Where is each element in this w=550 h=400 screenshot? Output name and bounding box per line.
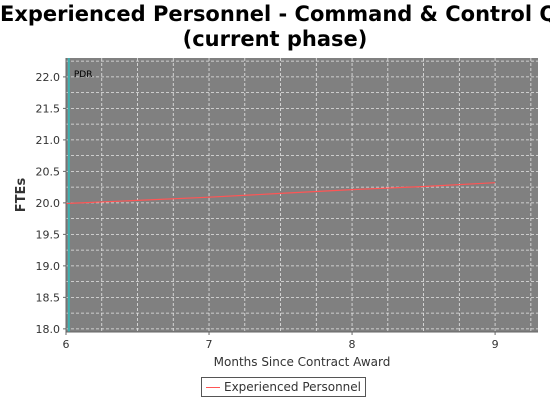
chart-title-line-2: (current phase) <box>182 27 368 51</box>
tick-labels: 6 7 8 9 18.0 18.5 19.0 19.5 20.0 20.5 21.0 21.5 22.0 <box>36 71 499 351</box>
y-tick-label: 19.0 <box>36 260 61 273</box>
axes <box>65 58 538 333</box>
x-axis-title: Months Since Contract Award <box>214 355 391 369</box>
plot-area <box>66 58 538 332</box>
y-tick-label: 20.5 <box>36 165 61 178</box>
y-tick-label: 22.0 <box>36 71 61 84</box>
series-line-experienced-personnel <box>65 182 496 205</box>
x-tick-label: 9 <box>492 338 499 351</box>
grid-lines <box>66 58 538 332</box>
legend-label-experienced-personnel: Experienced Personnel <box>224 380 361 394</box>
y-tick-label: 21.0 <box>36 134 61 147</box>
y-tick-label: 18.0 <box>36 323 61 336</box>
x-tick-label: 8 <box>349 338 356 351</box>
chart-title: Experienced Personnel - Command & Contro… <box>0 2 550 52</box>
y-axis-title: FTEs <box>14 178 29 213</box>
x-tick-label: 7 <box>206 338 213 351</box>
legend-swatch-experienced-personnel <box>206 386 220 388</box>
series-lines <box>65 182 496 205</box>
y-tick-label: 21.5 <box>36 102 61 115</box>
y-tick-label: 20.0 <box>36 197 61 210</box>
y-tick-label: 19.5 <box>36 228 61 241</box>
x-tick-label: 6 <box>63 338 70 351</box>
chart-title-line-1: Experienced Personnel - Command & Contro… <box>0 2 550 26</box>
legend: Experienced Personnel <box>201 377 366 397</box>
phase-markers: PDR <box>67 58 93 332</box>
y-tick-label: 18.5 <box>36 291 61 304</box>
phase-marker-label: PDR <box>74 70 93 80</box>
